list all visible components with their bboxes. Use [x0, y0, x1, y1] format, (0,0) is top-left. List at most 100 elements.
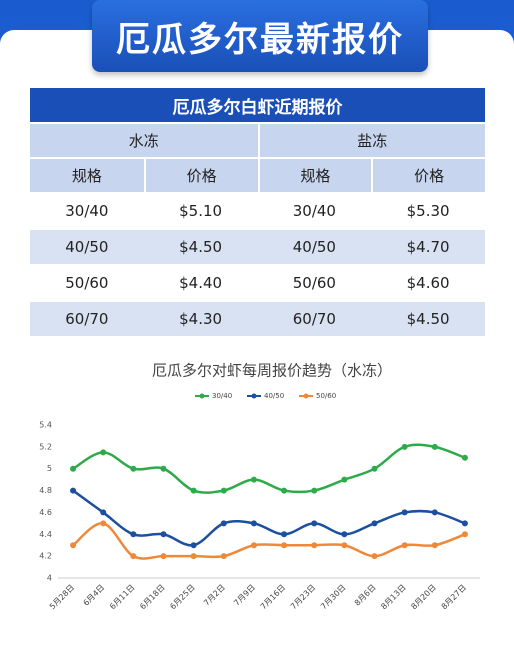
- data-point: [100, 520, 107, 527]
- data-point: [220, 487, 227, 494]
- legend-marker: [199, 393, 205, 399]
- data-point: [401, 443, 408, 450]
- y-tick-label: 4.8: [39, 486, 52, 495]
- data-point: [371, 553, 378, 560]
- data-point: [70, 487, 77, 494]
- data-point: [311, 520, 318, 527]
- y-tick-label: 5.4: [39, 421, 52, 430]
- table-cell: 60/70: [30, 302, 144, 336]
- x-tick-label: 8月13日: [379, 583, 407, 611]
- data-point: [70, 542, 77, 549]
- table-cell: $4.60: [406, 274, 450, 292]
- data-point: [130, 465, 137, 472]
- table-row: 30/40 $5.10 30/40 $5.30: [30, 194, 485, 228]
- data-point: [281, 531, 288, 538]
- group-header: 水冻: [30, 124, 258, 157]
- data-point: [431, 443, 438, 450]
- legend-label: 40/50: [264, 392, 284, 400]
- data-point: [100, 449, 107, 456]
- table-cell: 50/60: [65, 274, 109, 292]
- data-point: [461, 454, 468, 461]
- table-cell: 30/40: [292, 202, 336, 220]
- banner-title: 厄瓜多尔最新报价: [92, 0, 428, 72]
- data-point: [190, 487, 197, 494]
- column-header: 价格: [143, 159, 258, 192]
- x-tick-label: 7月30日: [319, 583, 347, 611]
- table-cell: 40/50: [30, 230, 144, 264]
- x-tick-label: 7月9日: [232, 583, 257, 608]
- series-line: [72, 489, 466, 547]
- x-tick-label: 8月6日: [353, 583, 378, 608]
- data-point: [250, 542, 257, 549]
- group-header: 盐冻: [257, 124, 485, 157]
- x-tick-label: 6月25日: [168, 583, 196, 611]
- column-header: 规格: [257, 159, 372, 192]
- table-cell: $5.10: [179, 202, 223, 220]
- chart-title: 厄瓜多尔对虾每周报价趋势（水冻）: [152, 362, 392, 380]
- data-point: [431, 542, 438, 549]
- y-tick-label: 5: [47, 464, 52, 473]
- x-tick-label: 7月16日: [259, 583, 287, 611]
- table-title: 厄瓜多尔白虾近期报价: [30, 88, 485, 122]
- x-tick-label: 6月11日: [108, 583, 136, 611]
- table-cell: $4.30: [143, 302, 258, 336]
- y-tick-label: 4.4: [39, 530, 52, 539]
- table-cell: $4.70: [371, 230, 485, 264]
- x-tick-label: 7月23日: [289, 583, 317, 611]
- data-point: [461, 531, 468, 538]
- table-row: 40/50 $4.50 40/50 $4.70: [30, 230, 485, 264]
- column-header-row: 规格 价格 规格 价格: [30, 159, 485, 192]
- legend-marker: [303, 393, 309, 399]
- table-row: 60/70 $4.30 60/70 $4.50: [30, 302, 485, 336]
- data-point: [220, 520, 227, 527]
- table-cell: $4.40: [179, 274, 223, 292]
- y-tick-label: 4.6: [39, 508, 52, 517]
- data-point: [130, 531, 137, 538]
- x-tick-label: 8月20日: [409, 583, 437, 611]
- data-point: [281, 487, 288, 494]
- data-point: [130, 553, 137, 560]
- data-point: [100, 509, 107, 516]
- data-point: [250, 520, 257, 527]
- data-point: [220, 553, 227, 560]
- data-point: [341, 542, 348, 549]
- table-cell: 60/70: [257, 302, 372, 336]
- table-cell: 50/60: [292, 274, 336, 292]
- column-header: 价格: [371, 159, 485, 192]
- table-cell: $4.50: [371, 302, 485, 336]
- x-tick-label: 8月27日: [440, 583, 468, 611]
- x-tick-label: 7月2日: [202, 583, 227, 608]
- y-tick-label: 4.2: [39, 552, 52, 561]
- data-point: [311, 487, 318, 494]
- legend-label: 30/40: [212, 392, 232, 400]
- data-point: [70, 465, 77, 472]
- data-point: [160, 553, 167, 560]
- y-tick-label: 5.2: [39, 442, 52, 451]
- table-cell: $4.50: [143, 230, 258, 264]
- data-point: [311, 542, 318, 549]
- x-tick-label: 6月18日: [138, 583, 166, 611]
- table-cell: $5.30: [406, 202, 450, 220]
- data-point: [190, 553, 197, 560]
- x-tick-label: 6月4日: [82, 583, 107, 608]
- legend-marker: [251, 393, 257, 399]
- data-point: [160, 531, 167, 538]
- data-point: [160, 465, 167, 472]
- data-point: [281, 542, 288, 549]
- data-point: [190, 542, 197, 549]
- data-point: [250, 476, 257, 483]
- column-header: 规格: [30, 159, 144, 192]
- data-point: [371, 465, 378, 472]
- x-tick-label: 5月28日: [48, 583, 76, 611]
- data-point: [461, 520, 468, 527]
- data-point: [401, 542, 408, 549]
- table-cell: 40/50: [257, 230, 372, 264]
- data-point: [341, 476, 348, 483]
- data-point: [401, 509, 408, 516]
- table-row: 50/60 $4.40 50/60 $4.60: [30, 266, 485, 300]
- legend-label: 50/60: [316, 392, 336, 400]
- data-point: [341, 531, 348, 538]
- data-point: [431, 509, 438, 516]
